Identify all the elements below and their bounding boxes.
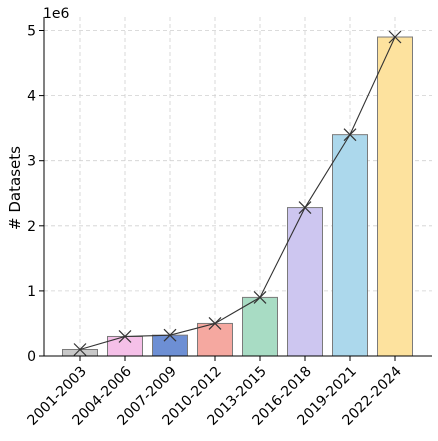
bar-series xyxy=(62,36,413,357)
y-tick-label-0: 0 xyxy=(27,349,36,365)
bar-2004-2006 xyxy=(107,335,143,357)
y-tick-label-4: 4 xyxy=(27,89,36,105)
trend-marker-2019-2021 xyxy=(343,128,357,142)
trend-marker-2001-2003 xyxy=(73,343,87,356)
bar-2019-2021 xyxy=(332,134,368,357)
x-ticks: 2001-20032004-20062007-20092010-20122013… xyxy=(25,356,405,429)
y-axis-label: # Datasets xyxy=(6,146,24,230)
y-ticks: 0 1 2 3 4 5 xyxy=(27,24,44,365)
trend-marker-2022-2024 xyxy=(388,30,402,44)
marker-stroke-b xyxy=(73,343,87,356)
trend-marker-2004-2006 xyxy=(118,330,132,343)
trend-marker-2016-2018 xyxy=(298,201,312,214)
bar-2007-2009 xyxy=(152,334,188,357)
grid-lines xyxy=(44,17,432,357)
y-tick-label-5: 5 xyxy=(27,24,36,40)
bar-2001-2003 xyxy=(62,348,98,357)
bar-2016-2018 xyxy=(287,207,323,357)
marker-stroke-b xyxy=(388,30,402,44)
y-tick-label-1: 1 xyxy=(27,284,36,300)
marker-stroke-b xyxy=(253,290,267,304)
bar-2022-2024 xyxy=(377,36,413,357)
trend-marker-2010-2012 xyxy=(208,317,222,330)
trend-line xyxy=(73,30,402,356)
trend-marker-2013-2015 xyxy=(253,290,267,304)
marker-stroke-b xyxy=(298,201,312,214)
marker-stroke-b xyxy=(118,330,132,343)
y-tick-label-2: 2 xyxy=(27,219,36,235)
axes xyxy=(43,17,432,357)
bar-2013-2015 xyxy=(242,296,278,357)
marker-stroke-b xyxy=(208,317,222,330)
trend-marker-2007-2009 xyxy=(163,328,177,342)
y-axis-scale-label: 1e6 xyxy=(43,6,70,22)
bar-2010-2012 xyxy=(197,322,233,357)
y-tick-label-3: 3 xyxy=(27,154,36,170)
marker-stroke-b xyxy=(163,328,177,342)
trend-polyline xyxy=(79,36,396,351)
marker-stroke-b xyxy=(343,128,357,142)
